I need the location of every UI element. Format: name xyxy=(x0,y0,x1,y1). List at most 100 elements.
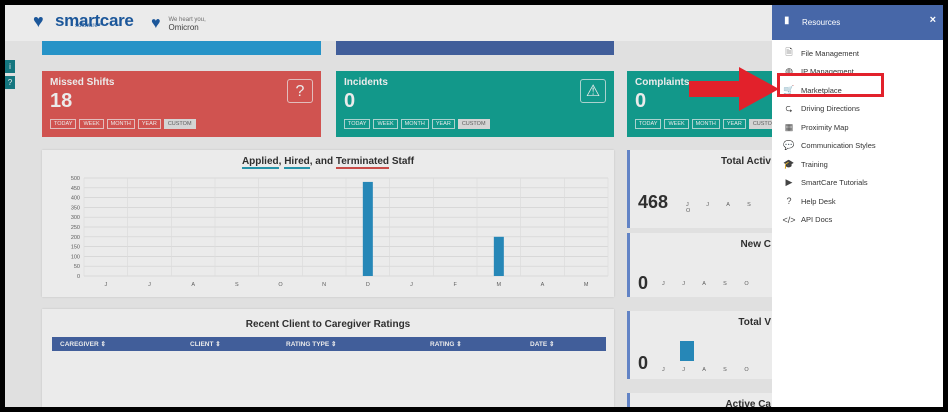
graduation-cap-icon: 🎓 xyxy=(783,158,795,169)
y-tick-label: 400 xyxy=(71,196,80,202)
x-tick-label: O xyxy=(278,282,283,288)
pill-week[interactable]: WEEK xyxy=(373,119,398,129)
total-active-card[interactable]: Total Activ 468 J J A S O xyxy=(627,150,777,228)
drawer-title: Resources xyxy=(802,18,841,27)
incidents-card[interactable]: Incidents 0 ⚠ TODAY WEEK MONTH YEAR CUSTOM xyxy=(336,71,614,137)
new-clients-card[interactable]: New C 0 J J A S O xyxy=(627,233,777,297)
help-tab[interactable]: ? xyxy=(5,76,15,89)
drawer-item-proximity-map[interactable]: ▦ Proximity Map xyxy=(772,118,943,136)
pill-year[interactable]: YEAR xyxy=(722,119,746,129)
y-tick-label: 300 xyxy=(71,215,80,221)
drawer-item-api-docs[interactable]: </> API Docs xyxy=(772,211,943,229)
y-tick-label: 450 xyxy=(71,186,80,192)
smartcare-logo[interactable]: ♥ smartcare xyxy=(33,11,134,31)
x-tick-label: M xyxy=(584,282,589,288)
app-frame: ♥ smartcare software™ ♥ We heart you, Om… xyxy=(5,5,943,407)
card-value: 0 xyxy=(635,90,647,112)
help-circle-icon: ? xyxy=(786,196,792,206)
drawer-item-label: File Management xyxy=(801,48,859,58)
col-caregiver[interactable]: CAREGIVER ⇕ xyxy=(60,341,106,348)
drawer-item-help-desk[interactable]: ? Help Desk xyxy=(772,192,943,210)
pill-month[interactable]: MONTH xyxy=(106,119,135,129)
drawer-item-communication-styles[interactable]: 💬 Communication Styles xyxy=(772,137,943,155)
active-caregivers-card[interactable]: Active Ca xyxy=(627,393,777,407)
logo-subtext: software™ xyxy=(75,23,104,29)
book-icon: ▮ xyxy=(784,15,790,26)
drawer-item-smartcare-tutorials[interactable]: ▶ SmartCare Tutorials xyxy=(772,174,943,192)
question-icon: ? xyxy=(287,79,313,103)
card-title: Missed Shifts xyxy=(50,77,115,88)
pill-year[interactable]: YEAR xyxy=(431,119,455,129)
card-title: Active Ca xyxy=(725,399,771,407)
x-tick-label: S xyxy=(235,282,239,288)
partial-card-blue xyxy=(42,41,321,55)
pill-week[interactable]: WEEK xyxy=(79,119,104,129)
card-value: 18 xyxy=(50,90,73,112)
x-tick-label: J xyxy=(148,282,151,288)
pill-month[interactable]: MONTH xyxy=(400,119,429,129)
drawer-item-label: Marketplace xyxy=(801,85,842,95)
drawer-item-marketplace[interactable]: 🛒 Marketplace xyxy=(772,81,943,99)
info-tab[interactable]: i xyxy=(5,60,15,73)
ratings-panel: Recent Client to Caregiver Ratings CAREG… xyxy=(42,309,614,407)
ratings-table-header: CAREGIVER ⇕ CLIENT ⇕ RATING TYPE ⇕ RATIN… xyxy=(52,337,606,351)
y-tick-label: 0 xyxy=(77,274,80,280)
close-icon[interactable]: × xyxy=(929,14,936,26)
drawer-item-file-management[interactable]: 🗎 File Management xyxy=(772,44,943,62)
video-icon: ▶ xyxy=(785,177,793,187)
map-icon: ▦ xyxy=(784,121,794,132)
drawer-item-training[interactable]: 🎓 Training xyxy=(772,155,943,173)
x-tick-label: A xyxy=(191,282,195,288)
globe-icon: ◍ xyxy=(785,66,793,76)
drawer-item-label: SmartCare Tutorials xyxy=(801,178,868,187)
visits-bar xyxy=(680,341,694,361)
drawer-item-label: Help Desk xyxy=(801,196,836,206)
col-date[interactable]: DATE ⇕ xyxy=(530,341,555,348)
x-tick-label: A xyxy=(541,282,545,288)
pill-custom[interactable]: CUSTOM xyxy=(163,119,196,129)
bar-6[interactable] xyxy=(362,181,373,276)
drawer-header: ▮ Resources × xyxy=(772,5,943,40)
total-visits-card[interactable]: Total V 0 J J A S O xyxy=(627,311,777,379)
col-rating-type[interactable]: RATING TYPE ⇕ xyxy=(286,341,337,348)
drawer-item-label: Communication Styles xyxy=(801,141,876,150)
month-axis: J J A S O xyxy=(686,202,759,214)
card-title: Total Activ xyxy=(720,156,771,167)
drawer-item-label: API Docs xyxy=(801,215,833,224)
drawer-item-label: Proximity Map xyxy=(801,122,849,132)
drawer-item-label: IP Management xyxy=(801,67,854,76)
card-title: Incidents xyxy=(344,77,388,88)
period-pills: TODAY WEEK MONTH YEAR CUSTOM xyxy=(635,119,781,129)
title-sep2: , and xyxy=(309,156,336,167)
period-pills: TODAY WEEK MONTH YEAR CUSTOM xyxy=(50,119,196,129)
pill-today[interactable]: TODAY xyxy=(50,119,77,129)
missed-shifts-card[interactable]: Missed Shifts 18 ? TODAY WEEK MONTH YEAR CUS… xyxy=(42,71,321,137)
tenant-badge: ♥ We heart you, Omicron xyxy=(151,15,206,33)
drawer-item-ip-management[interactable]: ◍ IP Management xyxy=(772,63,943,81)
x-tick-label: D xyxy=(366,282,370,288)
card-title: Total V xyxy=(738,317,771,328)
pill-custom[interactable]: CUSTOM xyxy=(457,119,490,129)
code-icon: </> xyxy=(782,214,796,225)
pill-today[interactable]: TODAY xyxy=(344,119,371,129)
tenant-name: Omicron xyxy=(168,23,199,32)
cart-icon: 🛒 xyxy=(783,84,795,95)
pill-year[interactable]: YEAR xyxy=(137,119,161,129)
annotation-highlight-box xyxy=(777,73,884,97)
pill-month[interactable]: MONTH xyxy=(691,119,720,129)
col-rating[interactable]: RATING ⇕ xyxy=(430,341,462,348)
bar-9[interactable] xyxy=(493,236,504,276)
pill-week[interactable]: WEEK xyxy=(664,119,689,129)
pill-today[interactable]: TODAY xyxy=(635,119,662,129)
drawer-item-label: Driving Directions xyxy=(801,104,860,113)
drawer-item-driving-directions[interactable]: ⮎ Driving Directions xyxy=(772,100,943,118)
heart-logo-icon: ♥ xyxy=(33,11,44,31)
resources-drawer: ▮ Resources × 🗎 File Management ◍ IP Manage… xyxy=(772,5,943,407)
staff-chart-panel: Applied, Hired, and Terminated Staff 500… xyxy=(42,150,614,297)
y-tick-label: 500 xyxy=(71,176,80,182)
y-tick-label: 250 xyxy=(71,225,80,231)
col-client[interactable]: CLIENT ⇕ xyxy=(190,341,221,348)
chat-icon: 💬 xyxy=(783,140,795,150)
tenant-tagline: We heart you, xyxy=(168,17,206,23)
